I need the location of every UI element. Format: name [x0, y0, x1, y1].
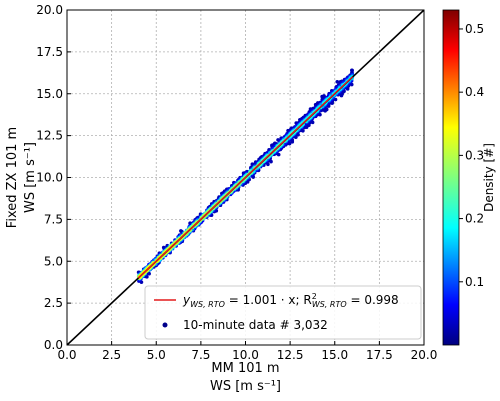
colorbar-gradient [442, 9, 460, 346]
y-tick-label: 10.0 [36, 171, 63, 185]
legend-fit-r-sub: WS, RTO [312, 300, 347, 309]
legend-fit-y-sub: WS, RTO [190, 300, 225, 309]
x-tick-label: 5.0 [147, 348, 166, 362]
legend-fit-r-sup: 2 [312, 292, 317, 301]
legend-fit-eq: = 1.001 · x; R [225, 293, 312, 307]
reference-lines [67, 10, 424, 345]
x-tick-label: 20.0 [411, 348, 438, 362]
x-tick-label: 0.0 [57, 348, 76, 362]
x-axis-label-line2: WS [m s⁻¹] [210, 379, 281, 394]
colorbar-ticks: 0.1 0.2 0.3 0.4 0.5 [459, 22, 484, 289]
x-tick-label: 12.5 [277, 348, 304, 362]
y-tick-label: 12.5 [36, 129, 63, 143]
legend-fit-r-value: = 0.998 [347, 293, 399, 307]
legend-point-label: 10-minute data # 3,032 [183, 318, 328, 332]
colorbar-tick-label: 0.4 [465, 85, 484, 99]
x-axis-label-line1: MM 101 m [211, 361, 279, 376]
colorbar-tick-label: 0.3 [465, 148, 484, 162]
legend-fit-y: y [182, 293, 191, 307]
x-tick-label: 10.0 [232, 348, 259, 362]
legend-box [144, 285, 422, 340]
x-axis-ticks: 0.0 2.5 5.0 7.5 10.0 12.5 15.0 17.5 20.0 [57, 341, 437, 362]
y-tick-label: 0.0 [44, 338, 63, 352]
y-tick-label: 2.5 [44, 296, 63, 310]
y-tick-label: 17.5 [36, 45, 63, 59]
data-point [335, 79, 340, 84]
legend: yWS, RTO = 1.001 · x; R2 WS, RTO = 0.998 … [144, 285, 422, 340]
y-tick-label: 20.0 [36, 3, 63, 17]
y-axis-ticks: 0.0 2.5 5.0 7.5 10.0 12.5 15.0 17.5 20.0 [36, 3, 71, 352]
legend-point-sample [162, 322, 168, 328]
colorbar-label: Density [#] [482, 143, 496, 212]
x-tick-label: 15.0 [321, 348, 348, 362]
x-tick-label: 7.5 [191, 348, 210, 362]
y-axis-label-line2: WS [m s⁻¹] [23, 142, 38, 213]
x-tick-label: 2.5 [102, 348, 121, 362]
colorbar-tick-label: 0.1 [465, 275, 484, 289]
colorbar-tick-label: 0.5 [465, 22, 484, 36]
fit-line [137, 76, 354, 279]
y-tick-label: 7.5 [44, 212, 63, 226]
legend-fit-label: yWS, RTO = 1.001 · x; R2 WS, RTO = 0.998 [182, 292, 399, 309]
y-tick-label: 15.0 [36, 87, 63, 101]
x-tick-label: 17.5 [366, 348, 393, 362]
y-tick-label: 5.0 [44, 254, 63, 268]
colorbar: 0.1 0.2 0.3 0.4 0.5 Density [#] [442, 9, 496, 346]
y-axis-label-line1: Fixed ZX 101 m [5, 127, 20, 228]
colorbar-tick-label: 0.2 [465, 212, 484, 226]
